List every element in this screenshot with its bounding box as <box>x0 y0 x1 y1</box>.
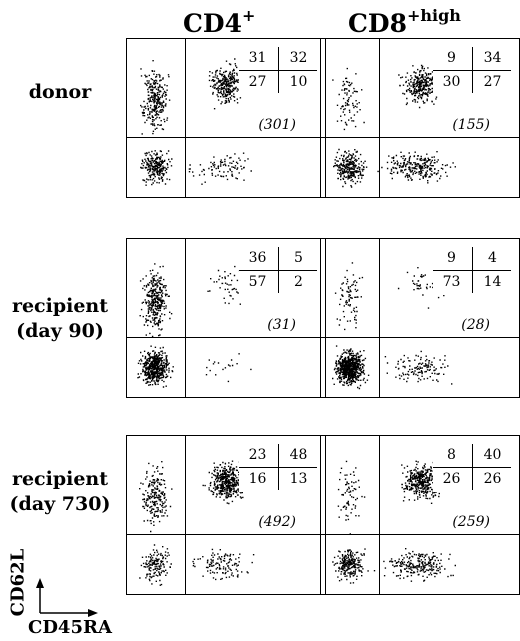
quadrant-table-divider-h <box>433 467 511 468</box>
quadrant-table-divider-h <box>239 467 317 468</box>
flow-plot-day90-cd8: 9 4 73 14 (28) <box>320 238 520 398</box>
gate-horizontal-line <box>127 534 325 535</box>
quadrant-value-bl: 30 <box>442 74 461 90</box>
column-header-cd4: CD4+ <box>183 6 256 38</box>
quadrant-value-tr: 34 <box>483 50 502 66</box>
scatter-plot-area: 9 4 73 14 (28) <box>320 238 520 398</box>
scatter-plot-area: 23 48 16 13 (492) <box>126 435 326 595</box>
quadrant-table-divider-h <box>239 270 317 271</box>
quadrant-value-tl: 31 <box>248 50 267 66</box>
flow-plot-day90-cd4: 36 5 57 2 (31) <box>126 238 326 398</box>
quadrant-value-tr: 48 <box>289 447 308 463</box>
gate-vertical-line <box>185 436 186 594</box>
gate-vertical-line <box>185 239 186 397</box>
quadrant-value-tl: 36 <box>248 250 267 266</box>
quadrant-value-tr: 4 <box>488 250 497 266</box>
quadrant-value-bl: 26 <box>442 471 461 487</box>
quadrant-value-tr: 5 <box>294 250 303 266</box>
y-axis-label: CD62L <box>7 548 29 617</box>
quadrant-value-tl: 23 <box>248 447 267 463</box>
quadrant-percentages: 31 32 27 10 <box>239 45 317 95</box>
gate-horizontal-line <box>321 534 519 535</box>
quadrant-value-br: 13 <box>289 471 308 487</box>
quadrant-value-tr: 40 <box>483 447 502 463</box>
flow-plot-donor-cd4: 31 32 27 10 (301) <box>126 38 326 198</box>
event-dots <box>137 263 252 388</box>
quadrant-percentages: 36 5 57 2 <box>239 245 317 295</box>
quadrant-value-bl: 16 <box>248 471 267 487</box>
quadrant-value-br: 10 <box>289 74 308 90</box>
quadrant-value-bl: 57 <box>248 274 267 290</box>
gate-horizontal-line <box>321 337 519 338</box>
quadrant-value-tl: 8 <box>447 447 456 463</box>
quadrant-value-br: 27 <box>483 74 502 90</box>
row-label-recipient-day730: recipient (day 730) <box>9 468 111 515</box>
gate-vertical-line <box>185 39 186 197</box>
quadrant-value-br: 14 <box>483 274 502 290</box>
quadrant-value-br: 2 <box>294 274 303 290</box>
flow-plot-day730-cd4: 23 48 16 13 (492) <box>126 435 326 595</box>
cell-count: (301) <box>257 117 297 133</box>
quadrant-value-tl: 9 <box>447 50 456 66</box>
cell-count: (259) <box>451 514 491 530</box>
event-dots <box>332 64 456 188</box>
scatter-plot-area: 8 40 26 26 (259) <box>320 435 520 595</box>
quadrant-percentages: 9 4 73 14 <box>433 245 511 295</box>
gate-horizontal-line <box>127 337 325 338</box>
scatter-plot-area: 36 5 57 2 (31) <box>126 238 326 398</box>
flow-plot-day730-cd8: 8 40 26 26 (259) <box>320 435 520 595</box>
scatter-plot-area: 31 32 27 10 (301) <box>126 38 326 198</box>
cell-count: (31) <box>266 317 297 333</box>
quadrant-percentages: 8 40 26 26 <box>433 442 511 492</box>
row-label-recipient-day90: recipient (day 90) <box>11 295 109 342</box>
cell-count: (28) <box>460 317 491 333</box>
gate-horizontal-line <box>127 137 325 138</box>
quadrant-value-tl: 9 <box>447 250 456 266</box>
row-label-donor: donor <box>28 81 92 103</box>
quadrant-table-divider-h <box>239 70 317 71</box>
quadrant-value-bl: 27 <box>248 74 267 90</box>
event-dots <box>332 262 453 390</box>
quadrant-percentages: 9 34 30 27 <box>433 45 511 95</box>
cell-count: (492) <box>257 514 297 530</box>
quadrant-table-divider-h <box>433 70 511 71</box>
gate-vertical-line <box>379 436 380 594</box>
quadrant-percentages: 23 48 16 13 <box>239 442 317 492</box>
column-header-cd8-high: CD8+high <box>348 6 461 38</box>
quadrant-table-divider-h <box>433 270 511 271</box>
quadrant-value-tr: 32 <box>289 50 308 66</box>
scatter-plot-area: 9 34 30 27 (155) <box>320 38 520 198</box>
flow-plot-donor-cd8: 9 34 30 27 (155) <box>320 38 520 198</box>
gate-vertical-line <box>379 239 380 397</box>
x-axis-label: CD45RA <box>28 617 112 638</box>
quadrant-value-bl: 73 <box>442 274 461 290</box>
gate-vertical-line <box>379 39 380 197</box>
cell-count: (155) <box>451 117 491 133</box>
quadrant-value-br: 26 <box>483 471 502 487</box>
event-dots <box>139 460 255 586</box>
gate-horizontal-line <box>321 137 519 138</box>
event-dots <box>332 460 456 584</box>
